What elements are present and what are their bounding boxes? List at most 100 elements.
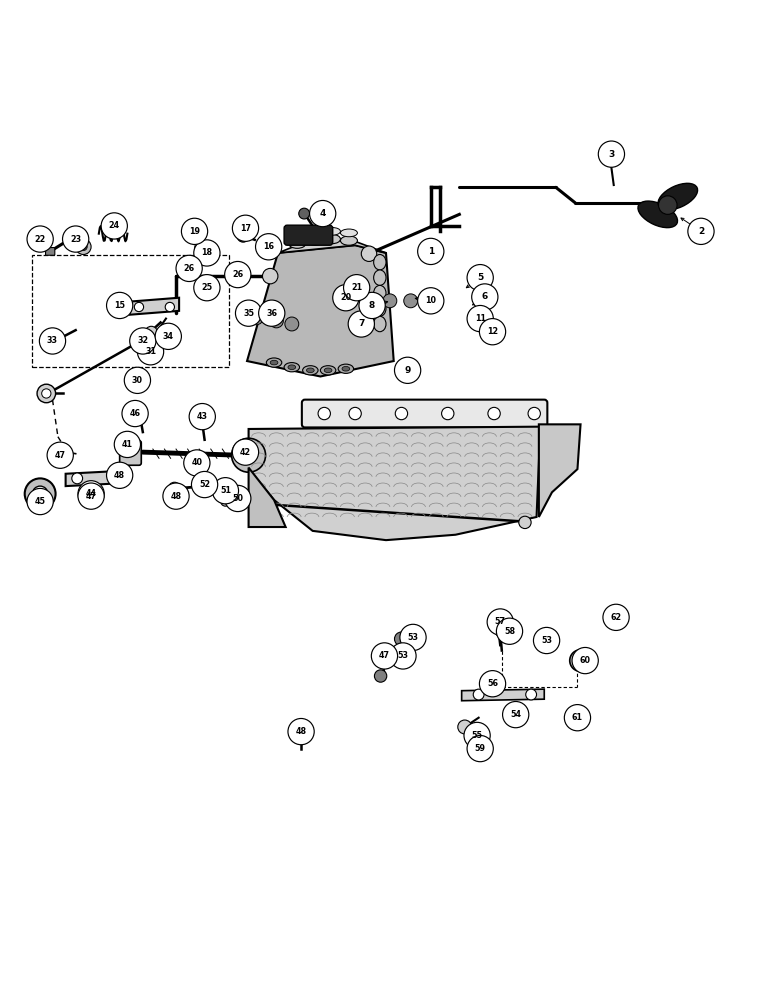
Circle shape [191, 471, 218, 498]
Ellipse shape [306, 236, 323, 245]
Text: 22: 22 [35, 235, 46, 244]
Text: 11: 11 [475, 314, 486, 323]
Circle shape [165, 302, 174, 312]
Circle shape [230, 268, 245, 284]
Circle shape [473, 689, 484, 700]
Circle shape [395, 407, 408, 420]
Bar [32, 255, 229, 367]
Circle shape [575, 655, 586, 666]
Text: 43: 43 [197, 412, 208, 421]
Circle shape [418, 288, 444, 314]
Circle shape [168, 482, 181, 495]
Circle shape [479, 671, 506, 697]
Circle shape [383, 294, 397, 308]
Circle shape [59, 446, 72, 458]
Circle shape [256, 234, 282, 260]
Bar [494, 620, 502, 625]
Text: 48: 48 [171, 492, 181, 501]
Circle shape [611, 611, 621, 620]
Circle shape [570, 650, 591, 671]
Circle shape [339, 291, 353, 305]
Circle shape [659, 196, 677, 214]
Circle shape [467, 305, 493, 332]
Ellipse shape [342, 366, 350, 371]
Polygon shape [130, 298, 179, 315]
Circle shape [72, 473, 83, 484]
Bar [297, 727, 305, 732]
Text: 57: 57 [495, 617, 506, 626]
Text: 15: 15 [114, 301, 125, 310]
Text: 44: 44 [86, 489, 96, 498]
Circle shape [400, 624, 426, 651]
Circle shape [225, 485, 251, 512]
Text: 42: 42 [240, 448, 251, 457]
Circle shape [232, 438, 266, 472]
Circle shape [194, 275, 220, 301]
Circle shape [262, 268, 278, 284]
Text: 59: 59 [475, 744, 486, 753]
Circle shape [163, 483, 189, 509]
Text: 18: 18 [201, 248, 212, 257]
Circle shape [202, 480, 215, 492]
Circle shape [442, 407, 454, 420]
Text: 52: 52 [199, 480, 210, 489]
Circle shape [374, 670, 387, 682]
Circle shape [541, 632, 555, 646]
Circle shape [526, 689, 537, 700]
Text: 53: 53 [408, 633, 418, 642]
Circle shape [318, 407, 330, 420]
Polygon shape [247, 245, 394, 376]
Circle shape [80, 243, 87, 251]
Text: 34: 34 [163, 332, 174, 341]
Polygon shape [249, 427, 540, 540]
Text: 47: 47 [379, 651, 390, 660]
Circle shape [299, 208, 310, 219]
Circle shape [50, 334, 63, 346]
Text: 53: 53 [541, 636, 552, 645]
Text: 23: 23 [70, 235, 81, 244]
Circle shape [63, 226, 89, 252]
Circle shape [344, 275, 370, 301]
Circle shape [495, 626, 506, 637]
Ellipse shape [323, 227, 340, 235]
Circle shape [42, 389, 51, 398]
Circle shape [285, 317, 299, 331]
Circle shape [496, 618, 523, 644]
FancyBboxPatch shape [284, 225, 333, 245]
Text: 21: 21 [351, 283, 362, 292]
Circle shape [137, 339, 164, 365]
Circle shape [232, 439, 259, 465]
Circle shape [249, 311, 263, 325]
Text: 55: 55 [472, 731, 482, 740]
Circle shape [184, 450, 210, 476]
Text: 36: 36 [266, 309, 277, 318]
Circle shape [134, 302, 144, 312]
Ellipse shape [306, 229, 323, 237]
Circle shape [225, 261, 251, 288]
Bar [120, 451, 127, 455]
Text: 33: 33 [47, 336, 58, 345]
Text: 19: 19 [189, 227, 200, 236]
Ellipse shape [658, 183, 698, 210]
Text: 53: 53 [398, 651, 408, 660]
Ellipse shape [289, 239, 306, 248]
Ellipse shape [323, 234, 340, 244]
Text: 12: 12 [487, 327, 498, 336]
Circle shape [184, 261, 199, 276]
Text: 60: 60 [580, 656, 591, 665]
Polygon shape [195, 247, 212, 262]
Ellipse shape [221, 497, 230, 506]
Circle shape [519, 516, 531, 529]
Circle shape [404, 294, 418, 308]
Circle shape [528, 407, 540, 420]
Circle shape [198, 250, 208, 259]
Text: 50: 50 [232, 494, 243, 503]
Text: 8: 8 [369, 301, 375, 310]
Circle shape [78, 483, 104, 509]
Text: 31: 31 [145, 347, 156, 356]
Text: 48: 48 [296, 727, 306, 736]
Text: 5: 5 [477, 273, 483, 282]
Polygon shape [66, 471, 125, 486]
Circle shape [606, 151, 615, 160]
Circle shape [37, 384, 56, 403]
